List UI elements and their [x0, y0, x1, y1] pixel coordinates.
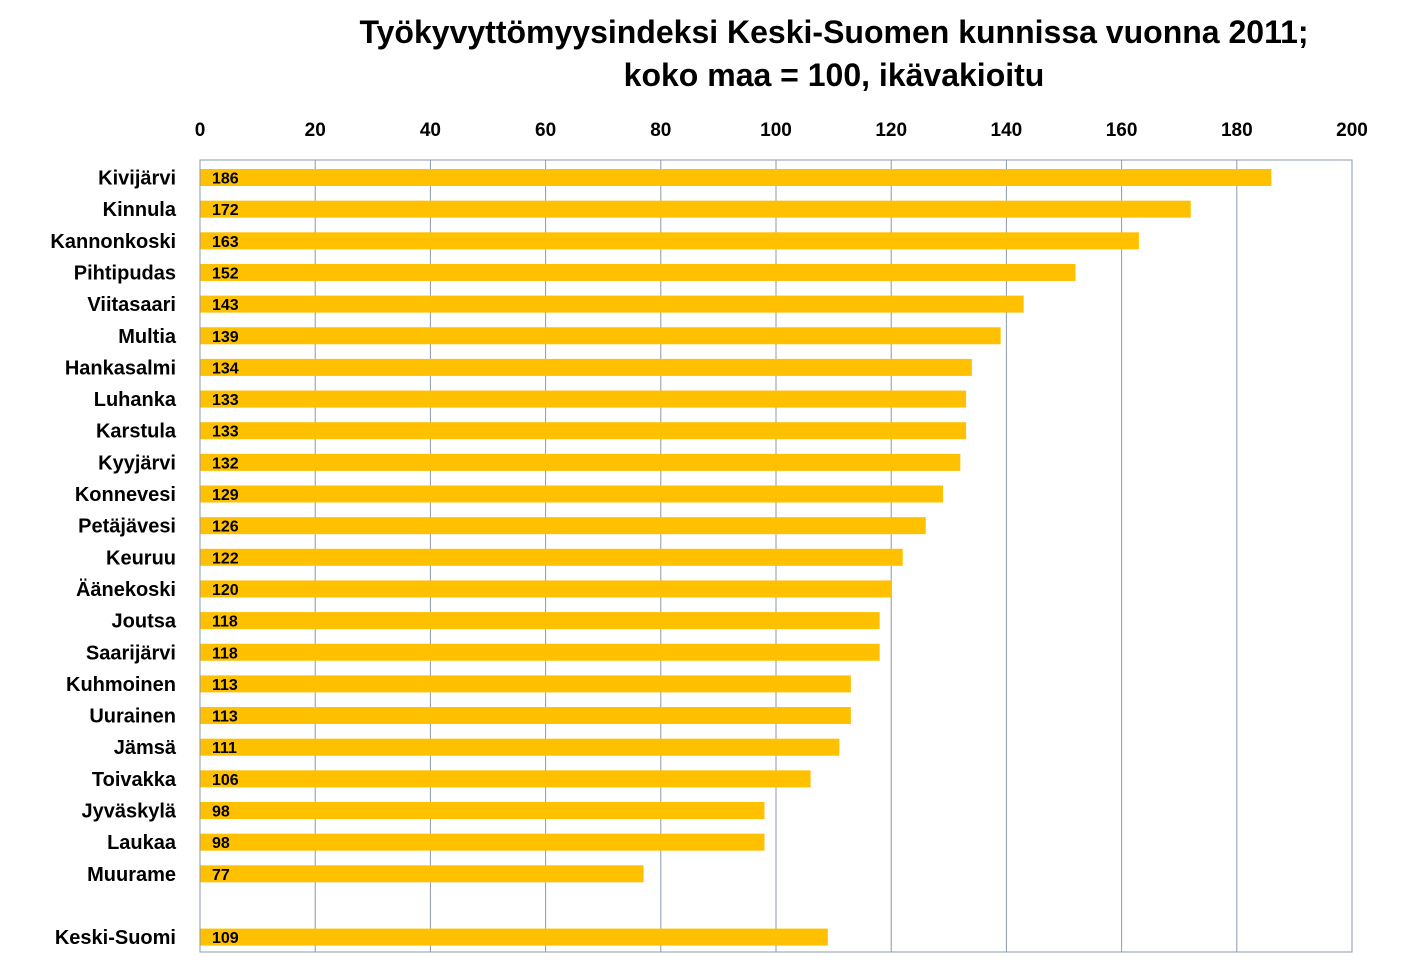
- x-tick-label: 40: [420, 120, 441, 141]
- bar: [200, 517, 926, 535]
- bar: [200, 643, 880, 661]
- category-label: Saarijärvi: [86, 642, 176, 664]
- category-label: Kannonkoski: [50, 231, 176, 253]
- x-tick-label: 180: [1221, 120, 1253, 141]
- data-label: 113: [212, 677, 238, 694]
- data-label: 132: [212, 455, 239, 472]
- bar: [200, 580, 892, 598]
- bar: [200, 770, 811, 788]
- data-label: 143: [212, 297, 239, 314]
- x-tick-label: 160: [1106, 120, 1138, 141]
- data-label: 129: [212, 487, 239, 504]
- category-label: Laukaa: [107, 832, 177, 854]
- category-label: Kinnula: [103, 199, 177, 221]
- data-label: 134: [212, 360, 239, 377]
- category-label: Konnevesi: [75, 484, 176, 506]
- x-tick-label: 120: [875, 120, 907, 141]
- category-label: Äänekoski: [76, 578, 176, 601]
- category-label: Joutsa: [112, 611, 177, 633]
- data-label: 126: [212, 519, 239, 536]
- bar: [200, 422, 967, 440]
- data-label: 109: [212, 930, 239, 947]
- data-label: 152: [212, 265, 239, 282]
- bar: [200, 358, 972, 376]
- category-label: Petäjävesi: [78, 516, 176, 538]
- category-label: Jyväskylä: [81, 801, 176, 823]
- data-label: 118: [212, 645, 238, 662]
- bar: [200, 390, 967, 408]
- data-label: 77: [212, 867, 230, 884]
- data-label: 98: [212, 835, 230, 852]
- data-label: 106: [212, 772, 239, 789]
- x-tick-label: 100: [760, 120, 792, 141]
- data-label: 163: [212, 234, 239, 251]
- bar: [200, 232, 1139, 250]
- category-label: Uurainen: [89, 706, 176, 728]
- category-label: Toivakka: [92, 769, 177, 791]
- category-label: Karstula: [96, 421, 177, 443]
- category-label: Keuruu: [106, 547, 176, 569]
- bar: [200, 928, 828, 946]
- category-label: Multia: [118, 326, 177, 348]
- category-label: Hankasalmi: [65, 357, 176, 379]
- category-label: Kuhmoinen: [66, 674, 176, 696]
- data-label: 118: [212, 614, 238, 631]
- bar: [200, 453, 961, 471]
- bar: [200, 612, 880, 630]
- category-label: Pihtipudas: [74, 262, 176, 284]
- bar: [200, 833, 765, 851]
- bar: [200, 169, 1272, 186]
- bar: [200, 327, 1001, 345]
- data-label: 172: [212, 202, 239, 219]
- bar: [200, 485, 944, 503]
- data-label: 98: [212, 804, 230, 821]
- bar: [200, 548, 903, 566]
- x-tick-label: 60: [535, 120, 556, 141]
- bar: [200, 675, 851, 693]
- x-tick-label: 200: [1336, 120, 1368, 141]
- chart-title-line-2: koko maa = 100, ikävakioitu: [623, 57, 1045, 93]
- category-label: Jämsä: [114, 737, 177, 759]
- data-label: 186: [212, 171, 239, 188]
- bar: [200, 200, 1191, 218]
- bar: [200, 263, 1076, 281]
- data-label: 111: [212, 740, 237, 757]
- category-label: Kyyjärvi: [98, 452, 176, 474]
- x-tick-label: 80: [650, 120, 671, 141]
- category-label: Keski-Suomi: [55, 927, 176, 949]
- data-label: 122: [212, 550, 239, 567]
- bar: [200, 738, 840, 756]
- bar: [200, 802, 765, 819]
- data-label: 139: [212, 329, 239, 346]
- bar: [200, 707, 851, 725]
- bar: [200, 865, 644, 883]
- data-label: 113: [212, 709, 238, 726]
- category-label: Kivijärvi: [98, 168, 176, 190]
- plot-area-border: [199, 159, 1353, 953]
- bar: [200, 295, 1024, 313]
- category-label: Muurame: [87, 864, 176, 886]
- data-label: 133: [212, 424, 239, 441]
- x-tick-label: 20: [305, 120, 326, 141]
- data-label: 120: [212, 582, 239, 599]
- x-tick-label: 0: [195, 120, 206, 141]
- chart-title-line-1: Työkyvyttömyysindeksi Keski-Suomen kunni…: [359, 14, 1309, 50]
- x-tick-label: 140: [991, 120, 1023, 141]
- category-label: Viitasaari: [87, 294, 176, 316]
- data-label: 133: [212, 392, 239, 409]
- category-label: Luhanka: [94, 389, 177, 411]
